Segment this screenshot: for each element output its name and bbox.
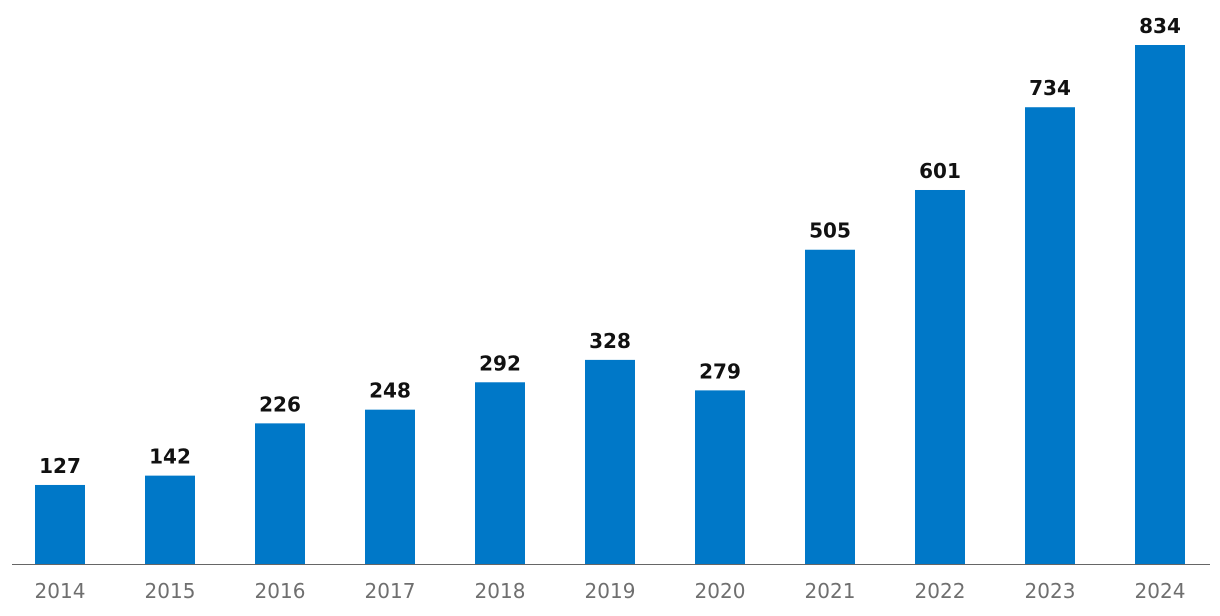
bar-2021 bbox=[805, 249, 855, 564]
x-axis-tick-labels: 2014 2015 2016 2017 2018 2019 2020 2021 2022 2023… bbox=[35, 579, 1186, 603]
x-tick-label-2020: 2020 bbox=[695, 579, 746, 603]
value-label-2018: 292 bbox=[479, 351, 521, 375]
x-tick-label-2018: 2018 bbox=[475, 579, 526, 603]
x-tick-label-2024: 2024 bbox=[1135, 579, 1186, 603]
value-label-2017: 248 bbox=[369, 379, 411, 403]
x-tick-label-2023: 2023 bbox=[1025, 579, 1076, 603]
x-tick-label-2019: 2019 bbox=[585, 579, 636, 603]
bar-2024 bbox=[1135, 45, 1185, 564]
bar-2019 bbox=[585, 359, 635, 564]
bar-2020 bbox=[695, 390, 745, 564]
bar-2023 bbox=[1025, 107, 1075, 564]
x-tick-label-2021: 2021 bbox=[805, 579, 856, 603]
value-label-2022: 601 bbox=[919, 159, 961, 183]
bar-2018 bbox=[475, 382, 525, 564]
value-label-2016: 226 bbox=[259, 392, 301, 416]
value-label-2024: 834 bbox=[1139, 14, 1181, 38]
x-tick-label-2017: 2017 bbox=[365, 579, 416, 603]
value-label-2015: 142 bbox=[149, 445, 191, 469]
value-label-2023: 734 bbox=[1029, 76, 1071, 100]
value-label-2014: 127 bbox=[39, 454, 81, 478]
value-labels-layer: 127 142 226 248 292 328 279 505 601 734 834 bbox=[39, 14, 1181, 478]
x-tick-label-2015: 2015 bbox=[145, 579, 196, 603]
x-tick-label-2022: 2022 bbox=[915, 579, 966, 603]
value-label-2021: 505 bbox=[809, 219, 851, 243]
x-tick-label-2016: 2016 bbox=[255, 579, 306, 603]
bars-layer bbox=[35, 45, 1185, 564]
bar-2022 bbox=[915, 189, 965, 564]
bar-2015 bbox=[145, 475, 195, 564]
bar-2017 bbox=[365, 409, 415, 564]
value-label-2020: 279 bbox=[699, 359, 741, 383]
x-tick-label-2014: 2014 bbox=[35, 579, 86, 603]
value-label-2019: 328 bbox=[589, 329, 631, 353]
bar-2014 bbox=[35, 484, 85, 564]
bar-2016 bbox=[255, 423, 305, 564]
